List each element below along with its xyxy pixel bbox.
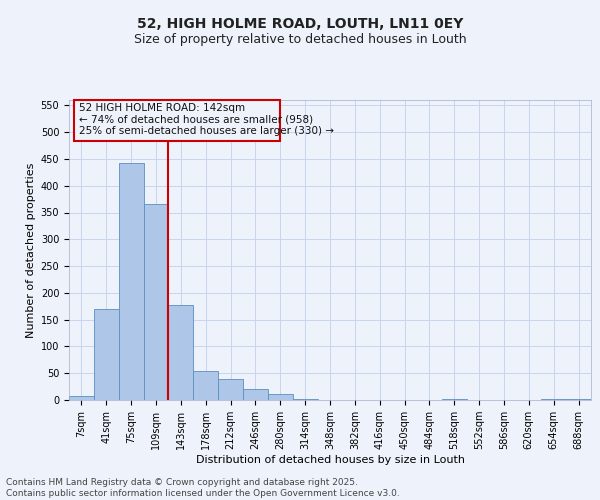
Bar (442, 399, 467, 400)
Bar (94, 309, 119, 400)
Bar (69, 396, 94, 400)
Text: Contains HM Land Registry data © Crown copyright and database right 2025.
Contai: Contains HM Land Registry data © Crown c… (6, 478, 400, 498)
Bar (218, 379, 243, 400)
FancyBboxPatch shape (74, 100, 280, 140)
Bar (193, 370, 218, 400)
Bar (293, 399, 317, 400)
Bar (169, 304, 193, 400)
Y-axis label: Number of detached properties: Number of detached properties (26, 162, 37, 338)
Bar (119, 162, 143, 400)
Bar (268, 394, 293, 400)
X-axis label: Distribution of detached houses by size in Louth: Distribution of detached houses by size … (196, 455, 464, 465)
Bar (143, 204, 169, 400)
Bar (243, 390, 268, 400)
Text: 52 HIGH HOLME ROAD: 142sqm
← 74% of detached houses are smaller (958)
25% of sem: 52 HIGH HOLME ROAD: 142sqm ← 74% of deta… (79, 103, 334, 136)
Bar (566, 399, 591, 400)
Text: Size of property relative to detached houses in Louth: Size of property relative to detached ho… (134, 32, 466, 46)
Text: 52, HIGH HOLME ROAD, LOUTH, LN11 0EY: 52, HIGH HOLME ROAD, LOUTH, LN11 0EY (137, 18, 463, 32)
